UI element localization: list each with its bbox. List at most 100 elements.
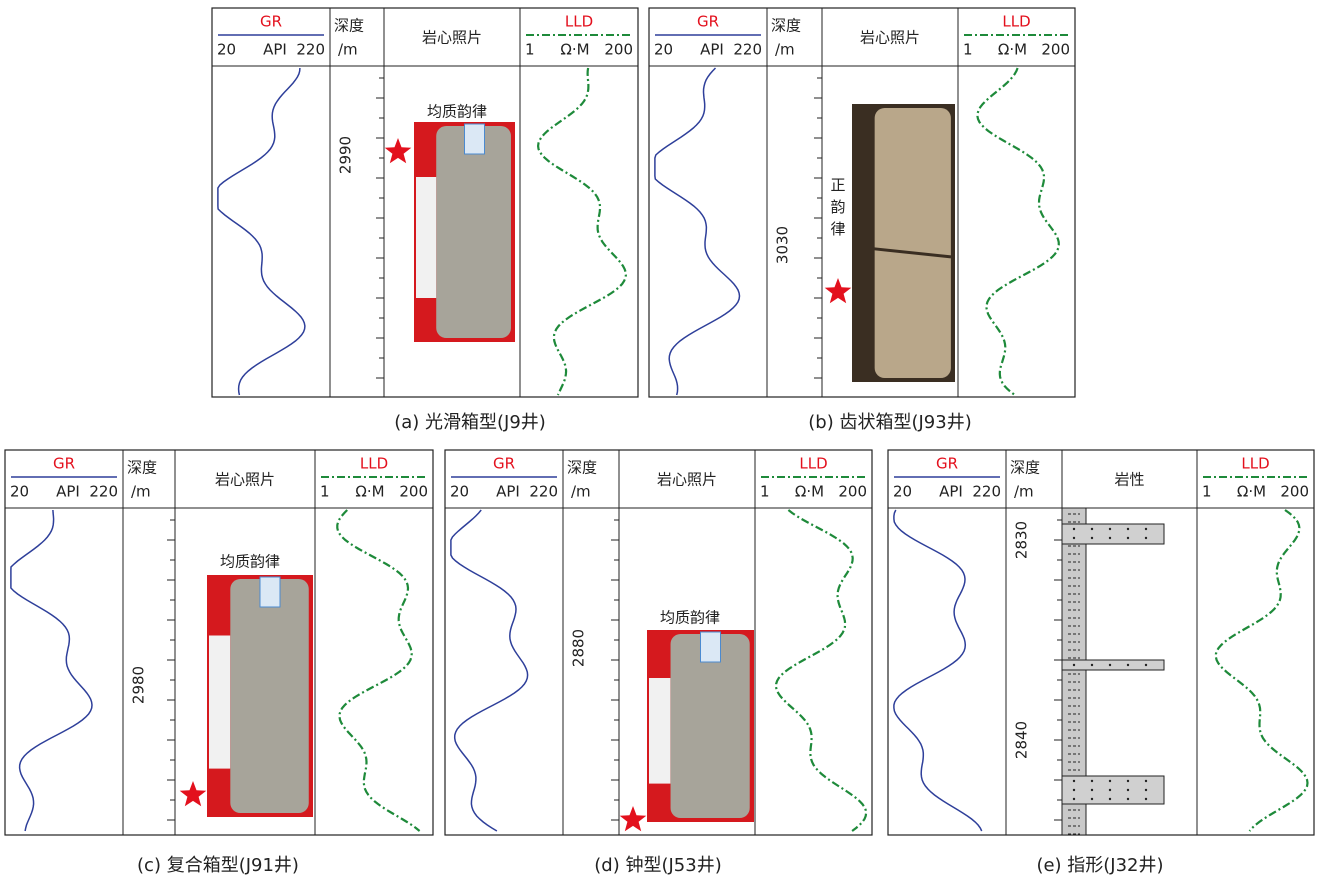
gr-unit: API — [56, 483, 80, 501]
sand-dot — [1109, 537, 1111, 539]
annotation: 均质韵律 — [427, 103, 487, 121]
sand-dot — [1145, 780, 1147, 782]
scale-bar — [416, 177, 436, 298]
gr-min: 20 — [217, 41, 236, 59]
gr-title: GR — [260, 13, 282, 31]
depth-unit: /m — [1014, 483, 1034, 501]
gr-unit: API — [700, 41, 724, 59]
caption: (d) 钟型(J53井) — [594, 855, 721, 876]
lld-curve — [1216, 510, 1308, 831]
sand-dot — [1091, 798, 1093, 800]
caption: (c) 复合箱型(J91井) — [137, 855, 299, 876]
sandstone-bed — [1062, 524, 1164, 544]
sand-dot — [1127, 789, 1129, 791]
gr-curve — [11, 510, 92, 831]
column-title: 岩性 — [1114, 471, 1144, 489]
lld-min: 1 — [525, 41, 535, 59]
sand-dot — [1091, 789, 1093, 791]
sand-dot — [1109, 798, 1111, 800]
lld-unit: Ω·M — [998, 41, 1027, 59]
scale-bar — [649, 678, 670, 784]
gr-min: 20 — [893, 483, 912, 501]
gr-max: 220 — [733, 41, 762, 59]
depth-label: 3030 — [774, 226, 792, 264]
gr-title: GR — [493, 455, 515, 473]
gr-title: GR — [697, 13, 719, 31]
lld-max: 200 — [1041, 41, 1070, 59]
core-photo — [875, 108, 951, 378]
lld-min: 1 — [963, 41, 973, 59]
lld-curve — [538, 68, 626, 395]
sand-dot — [1109, 789, 1111, 791]
sand-dot — [1091, 664, 1093, 666]
core-photo — [230, 579, 308, 813]
depth-label: 2830 — [1013, 521, 1031, 559]
annotation: 均质韵律 — [220, 553, 280, 571]
depth-unit: /m — [775, 41, 795, 59]
scale-bar — [209, 636, 230, 769]
annotation-char: 韵 — [830, 198, 845, 216]
gr-max: 220 — [89, 483, 118, 501]
gr-min: 20 — [10, 483, 29, 501]
depth-label: 2990 — [337, 136, 355, 174]
depth-title: 深度 — [567, 459, 597, 477]
lld-unit: Ω·M — [355, 483, 384, 501]
lld-title: LLD — [1241, 455, 1269, 473]
sand-dot — [1127, 798, 1129, 800]
gr-unit: API — [496, 483, 520, 501]
lld-title: LLD — [360, 455, 388, 473]
lld-max: 200 — [399, 483, 428, 501]
sand-dot — [1073, 664, 1075, 666]
sand-dot — [1127, 780, 1129, 782]
sandstone-bed — [1062, 660, 1164, 670]
annotation: 正韵律 — [830, 176, 845, 238]
caption: (b) 齿状箱型(J93井) — [808, 412, 971, 433]
column-title: 岩心照片 — [215, 471, 275, 489]
gr-curve — [894, 510, 982, 831]
lld-unit: Ω·M — [1237, 483, 1266, 501]
gr-min: 20 — [450, 483, 469, 501]
lld-max: 200 — [604, 41, 633, 59]
depth-unit: /m — [338, 41, 358, 59]
sand-dot — [1073, 528, 1075, 530]
depth-label: 2880 — [570, 629, 588, 667]
column-title: 岩心照片 — [422, 29, 482, 47]
sand-dot — [1127, 528, 1129, 530]
sand-dot — [1109, 780, 1111, 782]
lld-unit: Ω·M — [795, 483, 824, 501]
sandstone-bed — [1062, 776, 1164, 804]
lld-min: 1 — [320, 483, 330, 501]
caption: (e) 指形(J32井) — [1036, 855, 1163, 876]
depth-title: 深度 — [334, 17, 364, 35]
depth-unit: /m — [571, 483, 591, 501]
sand-dot — [1109, 664, 1111, 666]
sand-dot — [1145, 664, 1147, 666]
gr-curve — [451, 510, 528, 831]
sand-dot — [1127, 664, 1129, 666]
column-title: 岩心照片 — [657, 471, 717, 489]
sand-dot — [1145, 789, 1147, 791]
gr-unit: API — [263, 41, 287, 59]
gr-max: 220 — [972, 483, 1001, 501]
sand-dot — [1073, 789, 1075, 791]
annotation: 均质韵律 — [660, 609, 720, 627]
lld-curve — [337, 510, 419, 831]
lld-max: 200 — [1280, 483, 1309, 501]
sand-dot — [1145, 798, 1147, 800]
lld-min: 1 — [1202, 483, 1212, 501]
lld-max: 200 — [838, 483, 867, 501]
lld-unit: Ω·M — [560, 41, 589, 59]
label-tag — [465, 124, 485, 154]
depth-label: 2840 — [1013, 721, 1031, 759]
lld-curve — [776, 510, 866, 831]
sand-dot — [1091, 780, 1093, 782]
depth-title: 深度 — [1010, 459, 1040, 477]
marker-star — [180, 781, 207, 806]
label-tag — [701, 632, 721, 662]
gr-curve — [218, 68, 305, 395]
lld-title: LLD — [1002, 13, 1030, 31]
annotation-char: 律 — [830, 220, 845, 238]
label-tag — [260, 577, 280, 607]
gr-title: GR — [936, 455, 958, 473]
marker-star — [385, 138, 412, 163]
